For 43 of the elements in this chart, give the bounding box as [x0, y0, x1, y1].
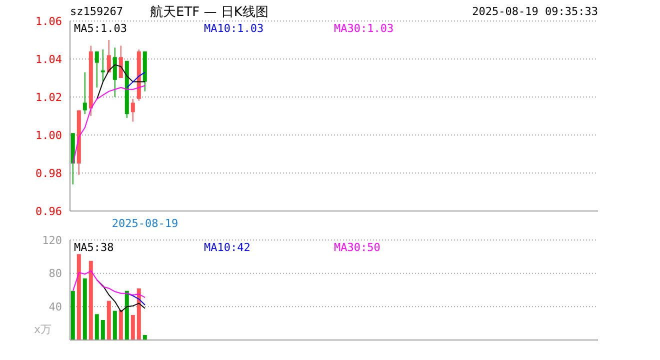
candlestick: [82, 72, 87, 115]
y-tick-label: 80: [48, 267, 62, 280]
bar: [94, 314, 99, 340]
y-axis-title: x万: [34, 322, 52, 337]
text: MA5:38: [74, 241, 114, 254]
x-tick-label: 2025-08-19: [112, 216, 178, 230]
candlestick: [100, 49, 105, 82]
y-tick-label: 1.02: [36, 90, 62, 104]
candlestick: [112, 47, 117, 98]
text: MA10:42: [204, 241, 250, 254]
text: MA5:1.03: [74, 22, 127, 35]
y-tick-label: 40: [48, 300, 62, 314]
bar: [88, 260, 93, 340]
y-tick-label: 1.00: [36, 128, 62, 142]
text: MA10:1.03: [204, 22, 264, 35]
y-tick-label: 120: [42, 234, 62, 247]
y-tick-label: 0.96: [36, 204, 62, 218]
text: MA30:50: [334, 241, 380, 254]
candlestick: [94, 50, 99, 88]
bar: [142, 335, 147, 340]
line-series: [96, 280, 146, 312]
bar: [112, 310, 117, 340]
bar: [124, 290, 129, 340]
bar: [136, 288, 141, 340]
chart-title: 航天ETF — 日K线图: [150, 4, 268, 21]
bar: [118, 310, 123, 340]
text: MA30:1.03: [334, 22, 394, 35]
y-tick-label: 0.98: [36, 166, 62, 180]
bar: [130, 315, 135, 340]
bar: [70, 290, 75, 340]
y-tick-label: 1.04: [36, 52, 62, 66]
candlestick: [118, 45, 123, 78]
y-tick-label: 1.06: [36, 14, 62, 28]
text: sz159267: [70, 5, 123, 18]
bar: [100, 320, 105, 340]
line-series: [126, 292, 146, 306]
bar: [82, 278, 87, 340]
candlestick: [130, 98, 135, 122]
line-series: [72, 270, 146, 298]
text: 2025-08-19 09:35:33: [472, 5, 598, 18]
bar: [106, 300, 111, 340]
bar: [76, 254, 81, 340]
candlestick: [106, 40, 111, 73]
